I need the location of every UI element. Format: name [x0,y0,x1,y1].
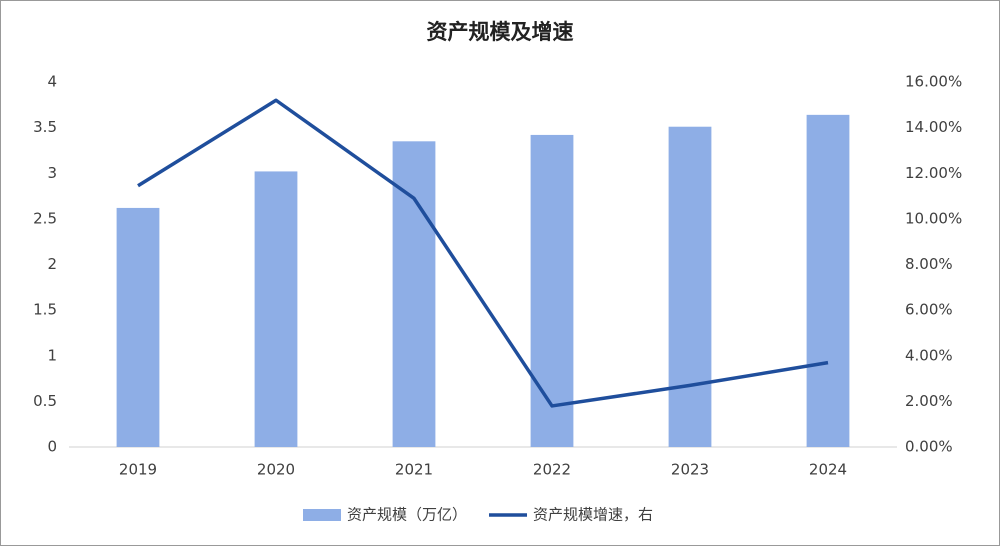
y2-tick-label: 0.00% [905,438,953,456]
y2-tick-label: 10.00% [905,209,962,227]
bar [530,134,574,448]
y-tick-label: 4 [47,73,57,91]
y2-tick-label: 8.00% [905,255,953,273]
x-tick-label: 2023 [671,461,709,479]
legend-label: 资产规模（万亿） [347,506,467,524]
legend-label: 资产规模增速，右 [533,506,653,524]
y-tick-label: 1 [47,346,57,364]
y2-tick-label: 14.00% [905,118,962,136]
x-tick-label: 2022 [533,461,571,479]
x-tick-label: 2020 [257,461,295,479]
y-tick-label: 3.5 [33,118,57,136]
y2-tick-label: 16.00% [905,73,962,91]
bar [116,207,160,447]
bar [254,171,298,448]
y-tick-label: 2 [47,255,57,273]
legend-swatch [303,509,341,521]
y-tick-label: 0 [47,438,57,456]
x-tick-label: 2024 [809,461,847,479]
y-tick-label: 2.5 [33,209,57,227]
y2-tick-label: 2.00% [905,392,953,410]
bar [668,126,712,448]
y-tick-label: 1.5 [33,301,57,319]
y2-tick-label: 12.00% [905,164,962,182]
y-tick-label: 0.5 [33,392,57,410]
y2-tick-label: 6.00% [905,301,953,319]
chart-title: 资产规模及增速 [427,20,574,44]
y-tick-label: 3 [47,164,57,182]
bar [806,114,850,447]
x-tick-label: 2021 [395,461,433,479]
x-tick-label: 2019 [119,461,157,479]
line [137,98,829,408]
y2-tick-label: 4.00% [905,346,953,364]
bar [392,141,436,447]
